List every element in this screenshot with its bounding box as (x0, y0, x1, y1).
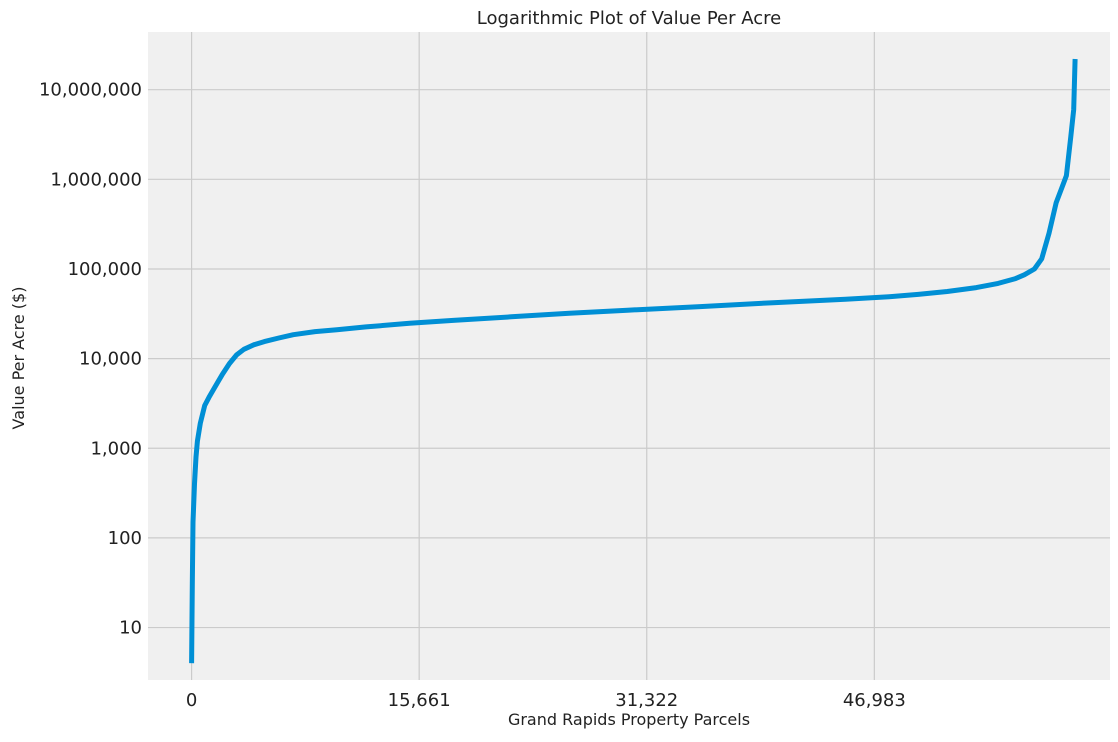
x-axis-label: Grand Rapids Property Parcels (508, 710, 750, 729)
series-line (189, 58, 1078, 664)
tick-labels: 0 15,661 31,322 46,983 10 100 1,000 10,000 100,0… (39, 80, 906, 711)
chart-title: Logarithmic Plot of Value Per Acre (477, 8, 781, 29)
y-tick-label: 1,000,000 (50, 169, 142, 190)
y-tick-label: 10,000 (79, 349, 142, 370)
series-layer (189, 58, 1078, 664)
y-tick-label: 100 (108, 528, 142, 549)
y-tick-label: 1,000 (90, 438, 142, 459)
plot-background (148, 32, 1110, 680)
x-tick-label: 46,983 (843, 690, 906, 711)
x-tick-label: 0 (186, 690, 197, 711)
gridlines (148, 32, 1110, 680)
x-tick-label: 31,322 (615, 690, 678, 711)
y-axis-label: Value Per Acre ($) (9, 287, 28, 430)
y-tick-label: 100,000 (68, 259, 142, 280)
y-tick-label: 10 (119, 618, 142, 639)
x-tick-label: 15,661 (388, 690, 451, 711)
y-tick-label: 10,000,000 (39, 80, 142, 101)
